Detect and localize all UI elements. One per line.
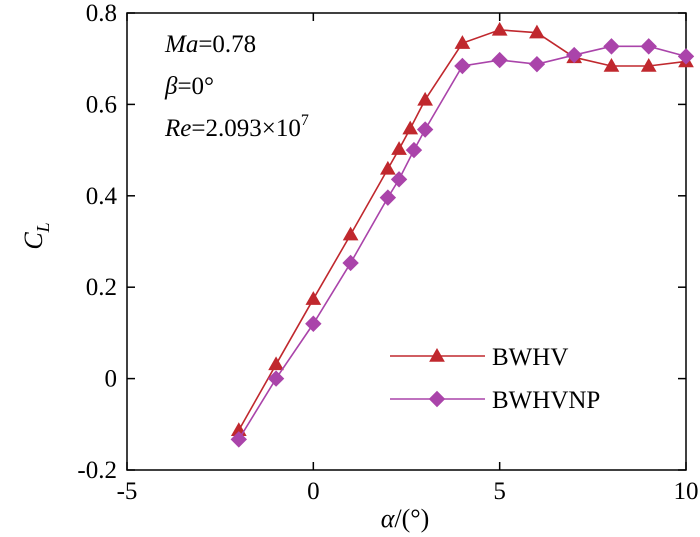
data-point: [603, 38, 620, 55]
data-point: [491, 51, 508, 69]
data-point: [405, 141, 423, 159]
axis-tick-labels: -5 0 5 10 -0.2 0 0.2 0.4 0.6 0.8: [77, 0, 698, 505]
data-point: [267, 370, 285, 387]
x-axis-title: α/(°): [381, 504, 430, 533]
plot-border: [126, 12, 687, 471]
legend-label: BWHV: [492, 344, 568, 371]
data-point: [417, 91, 433, 106]
data-point: [390, 171, 408, 188]
data-point: [565, 46, 583, 64]
y-tick-label: 0.2: [86, 274, 117, 301]
legend-item-bwhv: BWHV: [390, 344, 568, 371]
y-tick-label: 0.6: [86, 91, 117, 118]
data-point: [305, 315, 322, 332]
data-point: [342, 254, 359, 272]
annotation-mach: Ma=0.78: [164, 31, 256, 58]
data-point: [391, 141, 407, 155]
x-tick-label: 5: [493, 478, 506, 505]
data-point: [640, 38, 657, 55]
data-point: [529, 24, 545, 39]
legend-item-bwhvnp: BWHVNP: [390, 387, 600, 414]
data-point: [491, 21, 508, 36]
y-axis-title: CL: [19, 222, 53, 249]
flow-conditions: Ma=0.78 β=0° Re=2.093×107: [164, 31, 309, 142]
data-point: [402, 120, 419, 135]
plot-frame: [126, 12, 687, 471]
data-point: [528, 55, 546, 73]
data-point: [380, 160, 396, 175]
legend-label: BWHVNP: [492, 387, 600, 414]
x-tick-label: 0: [307, 478, 320, 505]
legend-marker: [428, 390, 446, 408]
series-line: [238, 45, 687, 440]
data-point: [268, 356, 284, 371]
data-point: [603, 58, 620, 72]
y-tick-label: 0.4: [86, 183, 118, 210]
series-layer: [230, 21, 695, 448]
data-point: [416, 121, 434, 138]
data-point: [677, 48, 695, 65]
legend: BWHV BWHVNP: [390, 344, 600, 414]
x-tick-label: 10: [674, 478, 699, 505]
data-point: [454, 35, 471, 49]
series-bwhv: [230, 21, 694, 436]
data-point: [342, 226, 359, 241]
data-point: [454, 57, 471, 75]
annotation-beta: β=0°: [164, 73, 214, 100]
axis-ticks: [126, 12, 687, 471]
y-tick-label: -0.2: [77, 457, 117, 484]
data-point: [305, 291, 322, 305]
y-tick-label: 0: [105, 366, 118, 393]
data-point: [230, 431, 248, 448]
series-line: [238, 29, 687, 431]
y-tick-label: 0.8: [86, 0, 117, 27]
series-bwhvnp: [230, 38, 695, 448]
data-point: [379, 189, 397, 206]
data-point: [640, 58, 657, 72]
legend-marker: [429, 347, 445, 362]
x-tick-label: -5: [117, 478, 138, 505]
annotation-reynolds: Re=2.093×107: [164, 112, 309, 142]
